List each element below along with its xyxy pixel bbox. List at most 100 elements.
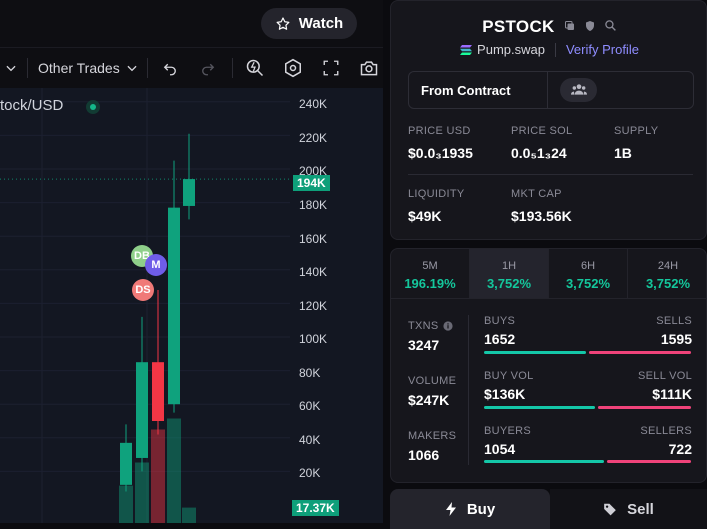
chart-topbar: Watch xyxy=(0,0,383,47)
buy-vol-value: $136K xyxy=(484,386,526,402)
performance-card: 5M 196.19% 1H 3,752% 6H 3,752% 24H 3,752… xyxy=(390,248,707,483)
volume-bar xyxy=(151,429,165,523)
sell-vol-value: $111K xyxy=(652,386,692,402)
live-status-dot xyxy=(86,100,100,114)
chevron-down-icon xyxy=(127,65,137,72)
divider xyxy=(468,315,469,465)
candlestick-chart[interactable] xyxy=(0,88,383,523)
sellers-value: 722 xyxy=(668,441,692,457)
low-price-tag: 17.37K xyxy=(292,500,339,516)
timeframe-label: 6H xyxy=(580,260,596,272)
buys-label: BUYS xyxy=(484,315,516,327)
volume-bar xyxy=(135,462,149,523)
sell-vol-ratio-bar xyxy=(598,406,691,409)
toolbar-divider xyxy=(147,58,148,78)
info-icon[interactable] xyxy=(442,321,453,331)
buy-button[interactable]: Buy xyxy=(390,489,550,529)
sells-value: 1595 xyxy=(660,331,692,347)
price-sol-value: 0.0₅1₃24 xyxy=(511,145,567,161)
fullscreen-button[interactable] xyxy=(322,48,340,88)
sells-label: SELLS xyxy=(656,315,692,327)
shield-icon[interactable] xyxy=(584,20,596,32)
tag-icon xyxy=(604,503,616,516)
token-name: PSTOCK xyxy=(482,17,555,36)
volume-bar xyxy=(119,485,133,523)
y-axis-tick: 220K xyxy=(299,131,328,145)
undo-icon xyxy=(163,63,176,76)
lightning-icon xyxy=(445,502,456,516)
txns-label: TXNS xyxy=(408,320,439,332)
interval-dropdown[interactable] xyxy=(4,48,18,88)
watch-button[interactable]: Watch xyxy=(261,8,357,39)
candle-body xyxy=(120,442,132,485)
star-icon xyxy=(276,16,290,30)
users-icon xyxy=(570,84,587,95)
community-button[interactable] xyxy=(560,78,597,102)
timeframe-label: 24H xyxy=(657,260,679,272)
contract-box: From Contract xyxy=(408,71,694,109)
verify-profile-link[interactable]: Verify Profile xyxy=(565,42,639,57)
trades-filter-dropdown[interactable]: Other Trades xyxy=(38,48,139,88)
timeframe-change: 3,752% xyxy=(565,276,611,291)
sells-ratio-bar xyxy=(589,351,691,354)
candle-body xyxy=(136,362,148,458)
divider xyxy=(547,72,548,108)
copy-icon[interactable] xyxy=(564,20,576,32)
toolbar-divider xyxy=(27,58,28,78)
trade-marker-ds[interactable]: DS xyxy=(132,279,154,301)
timeframe-change: 3,752% xyxy=(486,276,532,291)
buy-vol-ratio-bar xyxy=(484,406,595,409)
timeframe-label: 1H xyxy=(501,260,517,272)
txns-label-row: TXNS xyxy=(408,320,453,332)
screenshot-button[interactable] xyxy=(359,48,379,88)
buy-label: Buy xyxy=(466,500,496,518)
sellers-ratio-bar xyxy=(607,460,691,463)
redo-icon xyxy=(202,63,215,76)
y-axis-tick: 200K xyxy=(299,164,328,178)
makers-value: 1066 xyxy=(408,447,440,463)
token-title-row: PSTOCK xyxy=(391,17,707,37)
divider xyxy=(554,42,556,57)
camera-icon xyxy=(360,61,378,76)
undo-button[interactable] xyxy=(161,48,179,88)
dex-link[interactable]: Pump.swap xyxy=(460,42,545,57)
timeframe-change: 3,752% xyxy=(645,276,691,291)
makers-label: MAKERS xyxy=(408,430,457,442)
volume-bar xyxy=(167,418,181,523)
zap-search-icon xyxy=(246,59,264,77)
chevron-down-icon xyxy=(6,65,16,72)
supply-value: 1B xyxy=(614,145,632,161)
buyers-value: 1054 xyxy=(484,441,516,457)
toolbar-divider xyxy=(232,58,233,78)
buyers-ratio-bar xyxy=(484,460,604,463)
chart-canvas xyxy=(0,88,292,523)
settings-button[interactable] xyxy=(283,48,303,88)
trade-marker-m[interactable]: M xyxy=(145,254,167,276)
timeframe-change: 196.19% xyxy=(404,276,456,291)
volume-bar xyxy=(182,507,196,523)
indicators-button[interactable] xyxy=(245,48,265,88)
sell-button[interactable]: Sell xyxy=(550,489,707,529)
chart-toolbar: Other Trades xyxy=(0,47,383,89)
tab-24h[interactable]: 24H 3,752% xyxy=(628,249,706,299)
dex-name: Pump.swap xyxy=(477,42,545,57)
tab-5m[interactable]: 5M 196.19% xyxy=(391,249,470,299)
fullscreen-icon xyxy=(323,60,339,76)
candle-body xyxy=(152,362,164,421)
redo-button[interactable] xyxy=(199,48,217,88)
y-axis-tick: 20K xyxy=(299,466,321,480)
trade-buttons: Buy Sell xyxy=(390,489,707,529)
sell-vol-label: SELL VOL xyxy=(638,370,692,382)
volume-label: VOLUME xyxy=(408,375,457,387)
candle-body xyxy=(183,179,195,206)
search-icon[interactable] xyxy=(604,19,617,32)
y-axis-tick: 60K xyxy=(299,399,321,413)
liquidity-label: LIQUIDITY xyxy=(408,188,465,200)
tab-6h[interactable]: 6H 3,752% xyxy=(549,249,628,299)
y-axis-tick: 80K xyxy=(299,366,321,380)
solana-icon xyxy=(460,44,473,55)
tab-1h[interactable]: 1H 3,752% xyxy=(470,249,549,299)
watch-label: Watch xyxy=(298,15,344,32)
divider xyxy=(408,174,693,175)
price-usd-value: $0.0₃1935 xyxy=(408,145,473,161)
